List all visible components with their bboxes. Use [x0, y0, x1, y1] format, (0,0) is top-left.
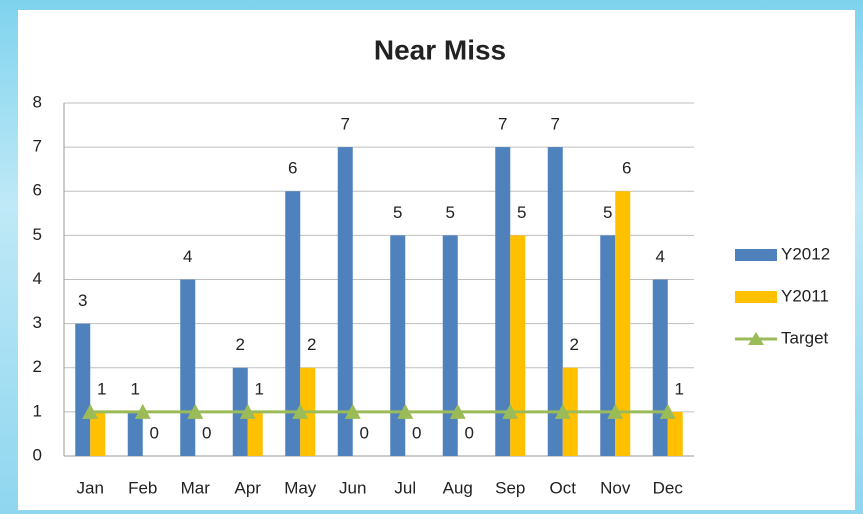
y-tick-label: 3 — [33, 313, 42, 332]
legend-label: Y2011 — [781, 286, 829, 305]
bar — [127, 411, 143, 456]
line-marker — [449, 403, 466, 419]
y-tick-label: 0 — [33, 445, 42, 464]
data-label: 7 — [498, 115, 507, 134]
line-marker — [292, 403, 309, 419]
data-label: 0 — [202, 423, 211, 442]
bar — [442, 235, 458, 456]
data-label: 0 — [465, 423, 474, 442]
bar — [510, 235, 526, 456]
bar — [390, 235, 406, 456]
bar — [90, 411, 106, 456]
legend-label: Target — [781, 328, 829, 347]
data-label: 3 — [78, 291, 87, 310]
x-tick-label: Nov — [600, 478, 631, 497]
data-label: 2 — [570, 335, 579, 354]
line-marker — [554, 403, 571, 419]
y-tick-label: 1 — [33, 401, 42, 420]
y-tick-label: 8 — [33, 92, 42, 111]
line-marker — [659, 403, 676, 419]
legend-swatch — [748, 332, 764, 345]
x-tick-label: Mar — [181, 478, 211, 497]
bar — [285, 191, 301, 456]
chart-panel — [18, 10, 855, 510]
data-label: 5 — [446, 203, 455, 222]
data-label: 1 — [675, 379, 684, 398]
data-label: 4 — [656, 247, 665, 266]
x-tick-label: Sep — [495, 478, 525, 497]
bar — [247, 411, 263, 456]
data-label: 7 — [551, 115, 560, 134]
bar — [495, 147, 511, 456]
line-marker — [239, 403, 256, 419]
x-tick-label: Aug — [443, 478, 473, 497]
bar — [667, 411, 683, 456]
x-tick-label: Jan — [77, 478, 104, 497]
data-label: 6 — [622, 159, 631, 178]
legend-swatch — [735, 249, 777, 261]
y-tick-label: 2 — [33, 357, 42, 376]
line-marker — [82, 403, 99, 419]
line-marker — [187, 403, 204, 419]
bar — [615, 191, 631, 456]
y-tick-label: 6 — [33, 181, 42, 200]
data-label: 1 — [97, 379, 106, 398]
data-label: 0 — [360, 423, 369, 442]
data-label: 6 — [288, 159, 297, 178]
data-label: 7 — [341, 115, 350, 134]
bar — [652, 279, 668, 456]
x-tick-label: Oct — [550, 478, 577, 497]
bar — [337, 147, 353, 456]
data-label: 5 — [393, 203, 402, 222]
data-label: 4 — [183, 247, 192, 266]
bar — [180, 279, 196, 456]
line-marker — [397, 403, 414, 419]
y-tick-label: 5 — [33, 225, 42, 244]
x-tick-label: Feb — [128, 478, 157, 497]
bar — [547, 147, 563, 456]
x-tick-label: Jul — [394, 478, 416, 497]
line-marker — [502, 403, 519, 419]
data-label: 1 — [131, 379, 140, 398]
data-label: 1 — [255, 379, 264, 398]
data-label: 0 — [150, 423, 159, 442]
data-label: 5 — [603, 203, 612, 222]
x-tick-label: Apr — [235, 478, 262, 497]
y-tick-label: 4 — [33, 269, 42, 288]
data-label: 0 — [412, 423, 421, 442]
chart-title: Near Miss — [374, 34, 506, 65]
data-label: 2 — [307, 335, 316, 354]
line-marker — [344, 403, 361, 419]
bar — [600, 235, 616, 456]
x-tick-label: Dec — [653, 478, 684, 497]
x-tick-label: Jun — [339, 478, 366, 497]
data-label: 2 — [236, 335, 245, 354]
line-marker — [607, 403, 624, 419]
y-tick-label: 7 — [33, 137, 42, 156]
bar — [75, 323, 91, 456]
legend-label: Y2012 — [781, 244, 830, 263]
line-marker — [134, 403, 151, 419]
data-label: 5 — [517, 203, 526, 222]
legend-swatch — [735, 291, 777, 303]
x-tick-label: May — [284, 478, 317, 497]
